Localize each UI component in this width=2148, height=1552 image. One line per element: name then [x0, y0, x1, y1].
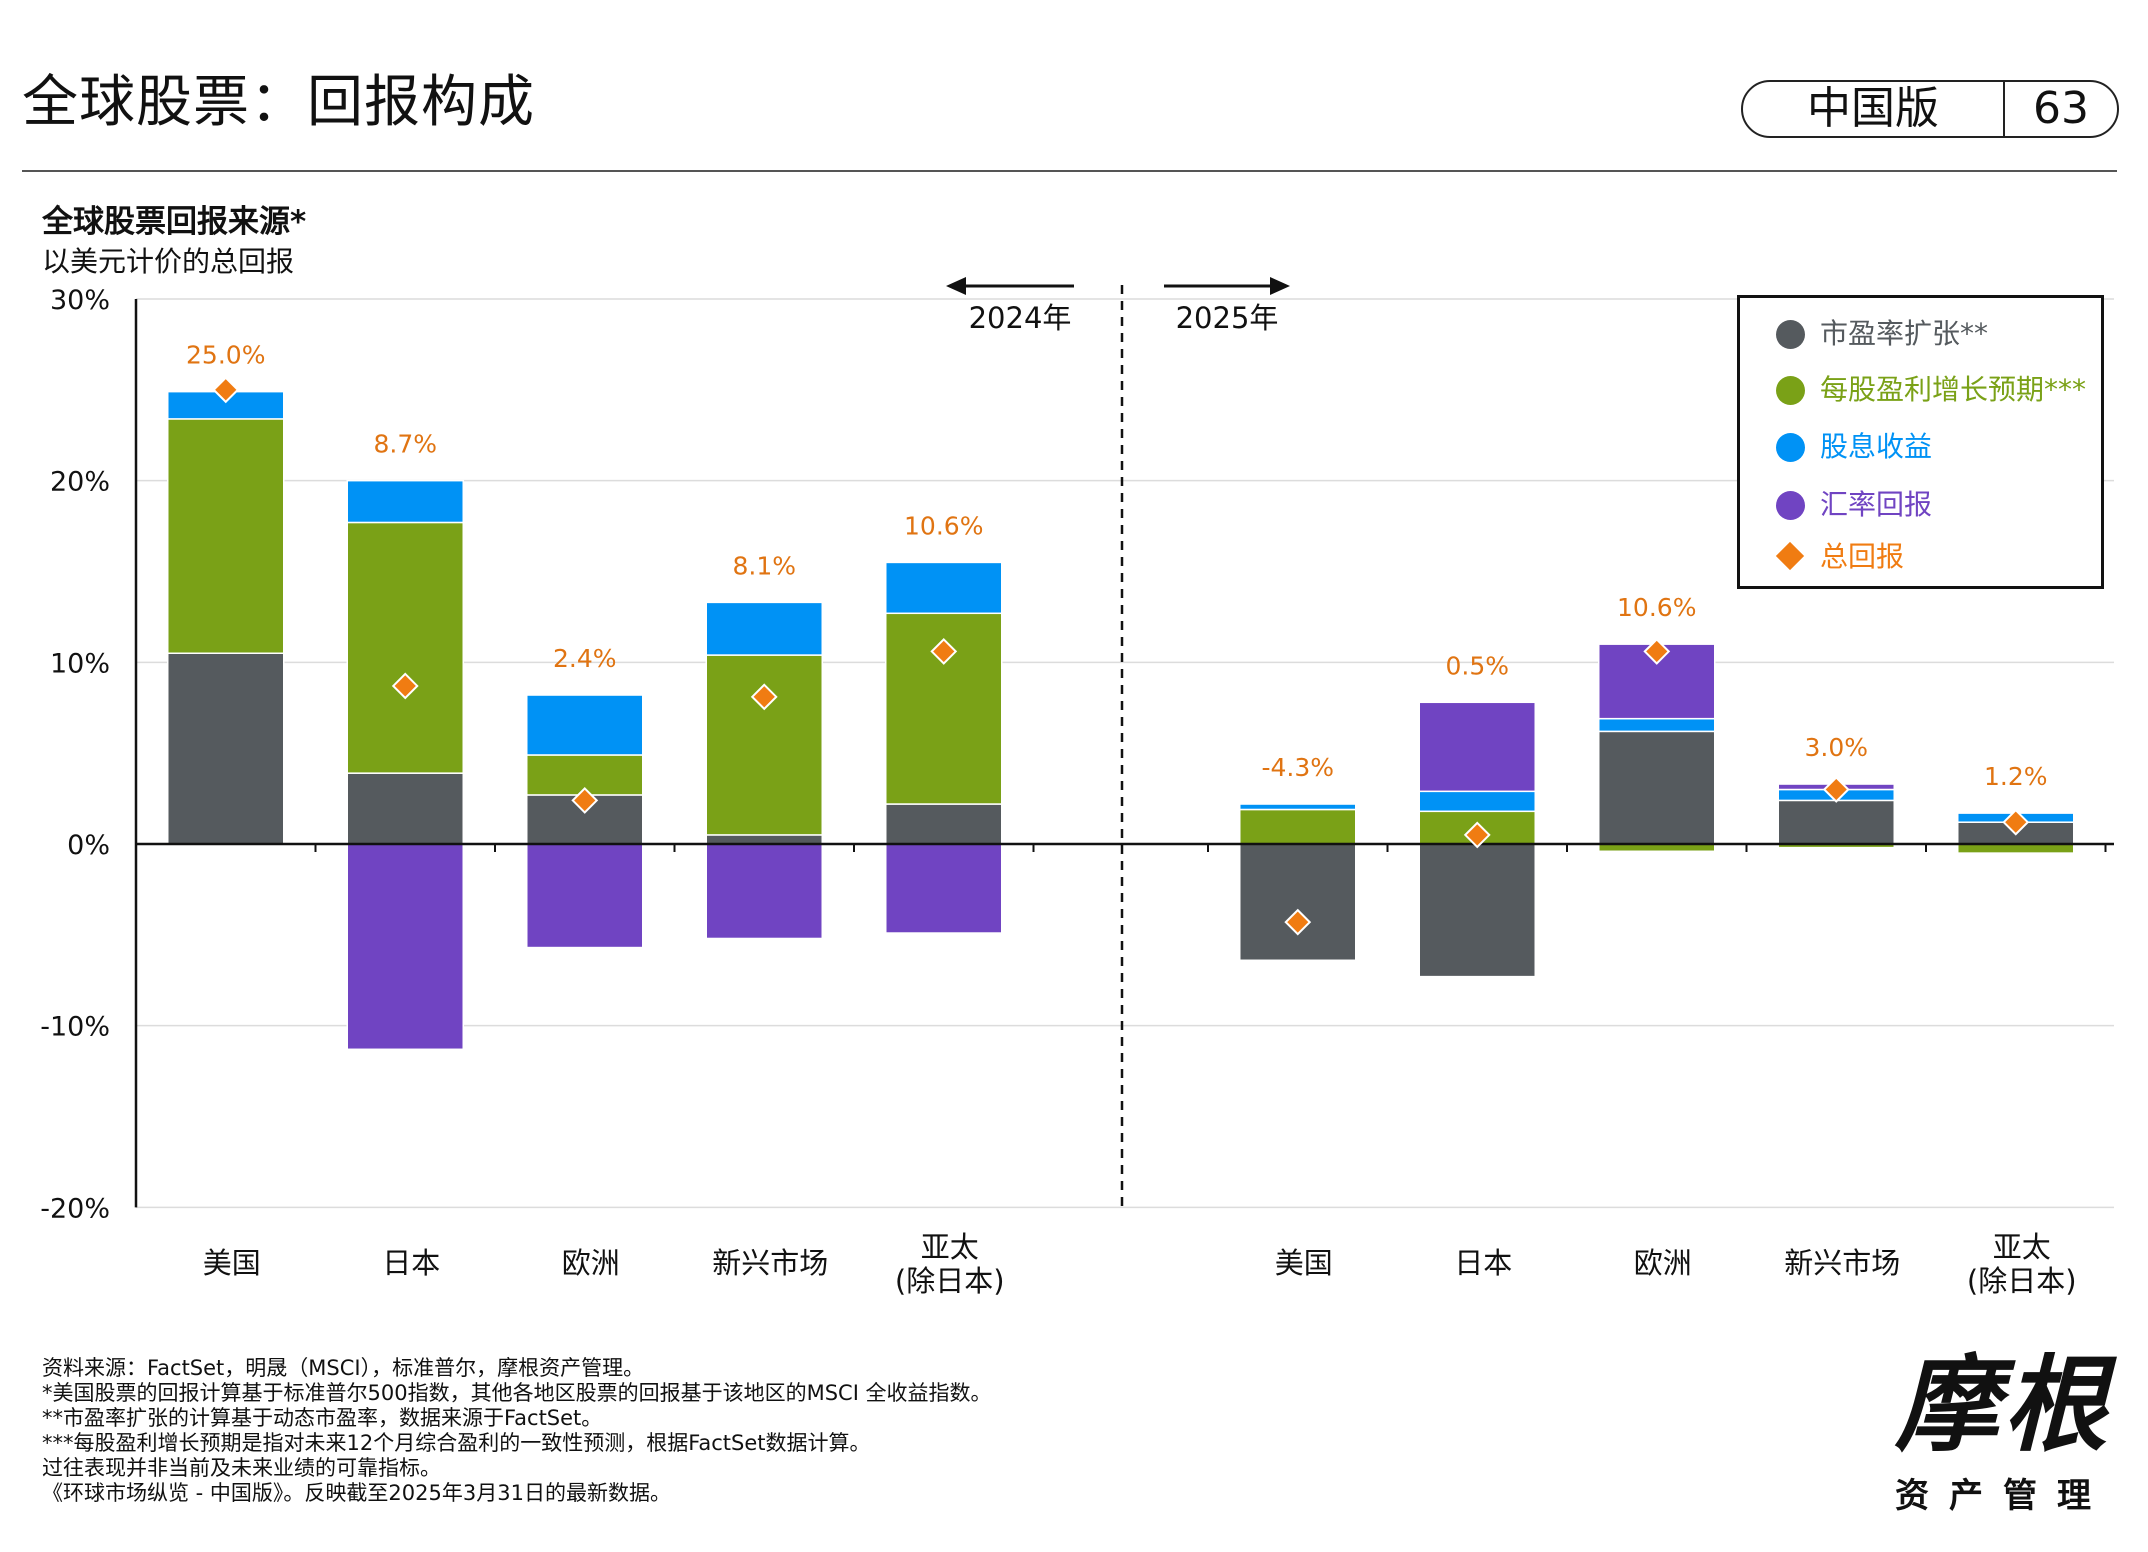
bar-segment [885, 843, 1003, 934]
y-tick-label: 30% [50, 285, 110, 316]
footnote-line: 资料来源：FactSet，明晟（MSCI），标准普尔，摩根资产管理。 [42, 1356, 645, 1380]
bar-segment [526, 843, 644, 949]
chart-subtitle: 以美元计价的总回报 [42, 245, 295, 278]
bar-segment [1598, 730, 1716, 845]
legend-diamond-icon [1775, 541, 1805, 571]
page-title: 全球股票：回报构成 [22, 70, 535, 135]
bar-segment [705, 843, 823, 940]
x-category-label: 新兴市场 [1784, 1246, 1900, 1280]
y-tick-label: 0% [67, 830, 110, 861]
x-category-label: 欧洲 [1634, 1246, 1692, 1280]
total-return-label: 0.5% [1445, 651, 1509, 680]
bar-segment [705, 654, 823, 836]
bar-segment [346, 521, 464, 774]
bar-segment [1418, 701, 1536, 793]
x-category-label: (除日本) [1967, 1264, 2077, 1298]
footnote-line: **市盈率扩张的计算基于动态市盈率，数据来源于FactSet。 [42, 1406, 603, 1430]
total-return-marker [1284, 908, 1312, 936]
bar-segment [346, 843, 464, 1051]
bar-segment [1418, 843, 1536, 978]
company-logo: 摩根 资产管理 [1888, 1340, 2118, 1530]
y-tick-label: 20% [50, 467, 110, 498]
x-category-label: 亚太 [921, 1230, 979, 1264]
period-label-2025: 2025年 [1176, 301, 1279, 335]
y-tick-label: -20% [40, 1193, 110, 1224]
footnote-line: 过往表现并非当前及未来业绩的可靠指标。 [42, 1456, 441, 1480]
bar-segment [167, 652, 285, 845]
total-return-label: 25.0% [186, 341, 265, 370]
bar-segment [1777, 799, 1895, 845]
page-number: 63 [2033, 83, 2089, 134]
total-return-marker [1643, 638, 1671, 665]
logo-subtitle: 资产管理 [1895, 1476, 2111, 1516]
bar-segment [705, 601, 823, 656]
header-divider [22, 170, 2117, 172]
total-return-label: -4.3% [1261, 753, 1334, 782]
x-category-label: 日本 [382, 1246, 440, 1280]
y-tick-label: 10% [50, 648, 110, 679]
x-category-label: 日本 [1454, 1246, 1512, 1280]
bar-segment [1239, 808, 1357, 845]
footnote-line: *美国股票的回报计算基于标准普尔500指数，其他各地区股票的回报基于该地区的MS… [42, 1381, 992, 1405]
x-category-label: 亚太 [1993, 1230, 2051, 1264]
bar-segment [885, 561, 1003, 615]
total-return-label: 8.7% [373, 430, 437, 459]
legend-dot-icon [1776, 320, 1805, 349]
total-return-marker [391, 672, 419, 700]
edition-badge: 中国版 63 [1741, 80, 2119, 138]
total-return-label: 10.6% [1617, 593, 1696, 622]
chart-title: 全球股票回报来源* [42, 204, 307, 240]
legend-label: 汇率回报 [1820, 488, 1933, 521]
legend-dot-icon [1776, 491, 1805, 520]
footnote-line: ***每股盈利增长预期是指对未来12个月综合盈利的一致性预测，根据FactSet… [42, 1431, 871, 1455]
x-category-label: (除日本) [895, 1264, 1005, 1298]
x-category-label: 新兴市场 [712, 1246, 828, 1280]
edition-label: 中国版 [1743, 82, 2005, 136]
legend-label: 股息收益 [1820, 430, 1933, 463]
bar-segment [1239, 803, 1357, 811]
total-return-label: 3.0% [1804, 733, 1868, 762]
x-category-label: 美国 [1275, 1246, 1333, 1280]
total-return-marker [1822, 776, 1850, 803]
legend-label: 市盈率扩张** [1820, 317, 1989, 350]
legend-label: 总回报 [1820, 540, 1905, 573]
bar-segment [346, 479, 464, 524]
bar-segment [885, 803, 1003, 845]
legend-dot-icon [1776, 376, 1805, 405]
logo-mark: 摩根 [1894, 1343, 2111, 1466]
total-return-marker [2002, 808, 2030, 836]
total-return-marker [212, 376, 240, 404]
bar-segment [1598, 717, 1716, 733]
bar-segment [346, 772, 464, 845]
bar-segment [1418, 790, 1536, 813]
bar-segment [705, 834, 823, 845]
bar-segment [1239, 843, 1357, 962]
legend-label: 每股盈利增长预期*** [1820, 373, 2087, 406]
total-return-marker [930, 638, 958, 665]
bar-segment [1957, 843, 2075, 854]
x-category-label: 欧洲 [562, 1246, 620, 1280]
total-return-marker [571, 786, 599, 814]
total-return-label: 8.1% [732, 551, 796, 580]
arrow-left-icon [946, 277, 966, 295]
arrow-right-icon [1270, 277, 1290, 295]
bar-segment [167, 418, 285, 654]
legend-dot-icon [1776, 433, 1805, 462]
total-return-marker [750, 683, 778, 711]
y-tick-label: -10% [40, 1012, 110, 1043]
total-return-label: 1.2% [1984, 762, 2048, 791]
total-return-marker [1463, 821, 1491, 849]
footnote-line: 《环球市场纵览 - 中国版》。反映截至2025年3月31日的最新数据。 [42, 1481, 671, 1505]
period-label-2024: 2024年 [969, 301, 1072, 335]
chart-legend: 市盈率扩张** 每股盈利增长预期*** 股息收益 汇率回报 总回报 [1737, 295, 2104, 589]
x-category-label: 美国 [203, 1246, 261, 1280]
total-return-label: 2.4% [553, 644, 617, 673]
total-return-label: 10.6% [904, 511, 983, 540]
footnotes: 资料来源：FactSet，明晟（MSCI），标准普尔，摩根资产管理。 *美国股票… [42, 1356, 992, 1506]
bar-segment [526, 694, 644, 756]
